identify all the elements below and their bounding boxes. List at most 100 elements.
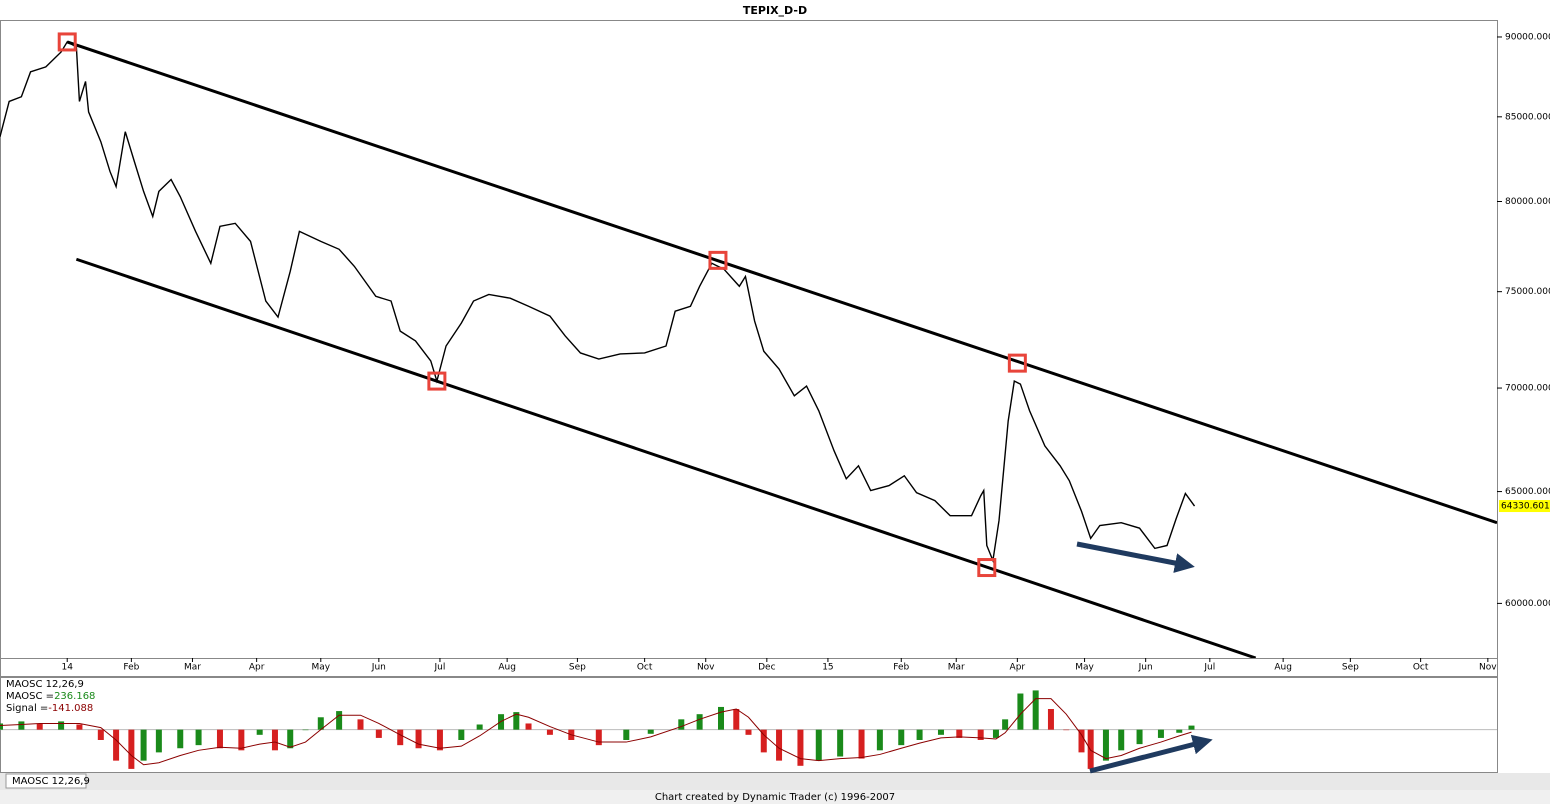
osc-bar [718, 706, 725, 730]
tab-label[interactable]: MAOSC 12,26,9 [12, 776, 90, 787]
osc-bar [898, 729, 905, 746]
osc-bar [0, 723, 3, 730]
x-tick-label: Apr [1010, 663, 1026, 673]
highlight-box [1007, 353, 1027, 373]
x-tick-label: Sep [569, 663, 586, 673]
highlight-box [57, 32, 77, 52]
y-tick-label: 85000.000 [1505, 112, 1550, 122]
osc-bar [155, 729, 162, 753]
osc-bar [595, 729, 602, 746]
y-tick-label: 70000.000 [1505, 384, 1550, 394]
osc-bar [76, 724, 83, 730]
osc-bar [216, 729, 223, 749]
osc-bar [1176, 729, 1183, 733]
x-tick-label: Jun [371, 663, 386, 673]
tab[interactable] [5, 773, 87, 789]
highlight-box [708, 250, 728, 270]
x-tick-label: 14 [61, 663, 73, 673]
osc-bar [1157, 729, 1164, 738]
trendline [75, 257, 1257, 658]
x-tick-label: Sep [1342, 663, 1359, 673]
osc-legend: MAOSC =236.168 [6, 691, 95, 702]
legend-name: Signal = [6, 703, 48, 714]
x-tick-label: Dec [758, 663, 775, 673]
osc-bar [397, 729, 404, 746]
osc-bar [797, 729, 804, 766]
x-tick-label: Nov [1479, 663, 1497, 673]
y-tick-label: 80000.000 [1505, 197, 1550, 207]
osc-bar [546, 729, 553, 735]
price-line [0, 41, 1196, 564]
osc-bar [1047, 709, 1054, 730]
osc-bar [1087, 729, 1094, 769]
x-tick-label: Aug [1274, 663, 1292, 673]
osc-bar [113, 729, 120, 761]
osc-bar [177, 729, 184, 749]
x-tick-label: Mar [948, 663, 965, 673]
osc-bar [513, 712, 520, 730]
osc-bar [336, 711, 343, 730]
osc-bar [1102, 729, 1109, 761]
x-tick-label: Feb [123, 663, 139, 673]
tab-strip [0, 773, 1550, 790]
axis-layer: 90000.000 85000.000 80000.000 75000.000 7000… [61, 32, 1550, 673]
x-tick-label: May [311, 663, 330, 673]
x-tick-label: 15 [822, 663, 833, 673]
chart-title: TEPIX_D-D [743, 4, 807, 17]
osc-bar [760, 729, 767, 753]
osc-bar [58, 721, 65, 730]
x-tick-label: Nov [697, 663, 715, 673]
osc-bar [256, 729, 263, 735]
y-tick-label: 75000.000 [1505, 287, 1550, 297]
x-tick-label: Jul [1203, 663, 1215, 673]
x-tick-label: Mar [184, 663, 201, 673]
highlight-box [977, 558, 997, 578]
oscillator-panel [0, 677, 1498, 773]
osc-bar [1188, 725, 1195, 730]
osc-bar [815, 729, 822, 761]
last-value-label: 64330.601 [1501, 502, 1550, 512]
osc-bar [1002, 719, 1009, 730]
osc-bar [1136, 729, 1143, 745]
osc-bar [415, 729, 422, 749]
osc-bar [1032, 690, 1039, 730]
osc-bar [647, 729, 654, 734]
osc-bar [18, 721, 25, 730]
osc-bar [238, 729, 245, 751]
osc-bar [317, 717, 324, 730]
x-tick-label: May [1075, 663, 1094, 673]
legend-value: -141.088 [48, 703, 93, 714]
osc-bar [1017, 693, 1024, 730]
osc-bar [140, 729, 147, 761]
x-tick-label: Apr [249, 663, 265, 673]
osc-bar [36, 723, 43, 730]
osc-bar [287, 729, 294, 749]
osc-bar [302, 729, 309, 731]
x-tick-label: Oct [637, 663, 653, 673]
osc-bar [128, 729, 135, 769]
x-tick-label: Jun [1138, 663, 1153, 673]
legend-value: 236.168 [54, 691, 95, 702]
price-layer [0, 40, 1497, 658]
osc-bar [937, 729, 944, 735]
osc-bar [1078, 729, 1085, 753]
y-tick-label: 65000.000 [1505, 487, 1550, 497]
y-tick-label: 90000.000 [1505, 32, 1550, 42]
osc-bar [733, 709, 740, 730]
signal-line [0, 698, 1192, 766]
x-tick-label: Oct [1413, 663, 1429, 673]
osc-bar [357, 719, 364, 730]
osc-bar [977, 729, 984, 740]
osc-title: MAOSC 12,26,9 [6, 679, 84, 690]
osc-bar [992, 729, 999, 738]
annotation-arrow [1076, 541, 1195, 573]
osc-bar [837, 729, 844, 757]
osc-bar [696, 714, 703, 730]
osc-bar [195, 729, 202, 746]
footer-bar [0, 790, 1550, 804]
osc-layer [0, 690, 1497, 769]
y-tick-label: 60000.000 [1505, 599, 1550, 609]
osc-bar [1063, 729, 1070, 731]
highlight-box [427, 371, 447, 391]
